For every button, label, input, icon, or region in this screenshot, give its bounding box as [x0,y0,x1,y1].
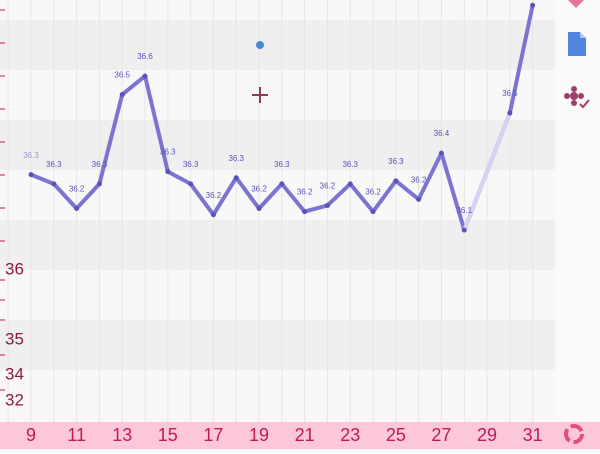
flower-petal [571,86,577,92]
flower-icon[interactable] [564,86,590,109]
data-label: 36.3 [23,151,39,160]
point [347,181,353,187]
flower-check [579,99,590,109]
flower-petal [571,100,577,106]
left-ticks [0,9,5,391]
data-label: 36.4 [434,129,450,138]
data-label: 36.3 [92,160,108,169]
notes-icon-fold [580,32,586,38]
marker-dot [256,41,264,49]
x-tick-label: 29 [477,425,497,445]
point [165,169,171,175]
x-tick-label: 25 [386,425,406,445]
data-label: 36.6 [137,52,153,61]
gap-connector [462,111,512,233]
x-axis-band [0,422,600,449]
point [74,206,80,212]
point [324,202,330,208]
refresh-icon[interactable] [564,424,584,444]
data-label: 36.3 [388,157,404,166]
x-tick-label: 15 [158,425,178,445]
data-label: 36.5 [502,89,518,98]
x-tick-label: 19 [249,425,269,445]
point [256,206,262,212]
notes-icon[interactable] [568,32,586,56]
left-scale-label: 34 [5,364,24,383]
point [393,178,399,184]
point [28,172,34,178]
x-tick-label: 9 [26,425,36,445]
data-label: 36.2 [69,185,85,194]
band [0,120,555,170]
x-tick-label: 31 [523,425,543,445]
point [119,92,125,98]
top-icon[interactable] [568,0,584,8]
data-label: 36.2 [365,188,381,197]
point [279,181,285,187]
left-scale-label: 36 [5,259,24,278]
band [0,320,555,370]
left-scale-label: 32 [5,390,24,409]
left-scale: 36 35 34 32 [5,259,24,409]
data-label: 36.3 [274,160,290,169]
x-tick-label: 13 [112,425,132,445]
left-scale-label: 35 [5,329,24,348]
x-tick-label: 23 [340,425,360,445]
point [51,181,57,187]
data-label: 36.3 [183,160,199,169]
point [507,110,513,116]
x-tick-label: 11 [67,425,86,445]
point [233,175,239,181]
point [188,181,194,187]
data-label: 36.5 [114,71,130,80]
data-label: 36.2 [206,191,222,200]
point [370,209,376,215]
data-label: 36.3 [160,148,176,157]
x-tick-label: 17 [203,425,223,445]
x-tick-label: 27 [431,425,451,445]
flower-petal [564,93,570,99]
point [302,209,308,215]
band [0,20,555,70]
data-label: 36.3 [342,160,358,169]
data-label: 36.3 [228,154,244,163]
point [210,212,216,218]
x-tick-label: 21 [295,425,315,445]
point [530,2,536,8]
refresh-ring [564,424,584,444]
point [142,73,148,79]
data-label: 36.3 [46,160,62,169]
data-label: 36.2 [297,188,313,197]
band [0,220,555,270]
point [438,150,444,156]
point [461,227,467,233]
point [96,181,102,187]
data-label: 36.2 [320,182,336,191]
data-label: 36.2 [251,185,267,194]
data-label: 36.2 [411,175,427,184]
series-line [29,3,535,233]
data-label: 36.1 [456,206,472,215]
flower-petal [578,93,584,99]
flower-center [570,92,578,100]
point [416,196,422,202]
plus-marker [252,87,268,103]
